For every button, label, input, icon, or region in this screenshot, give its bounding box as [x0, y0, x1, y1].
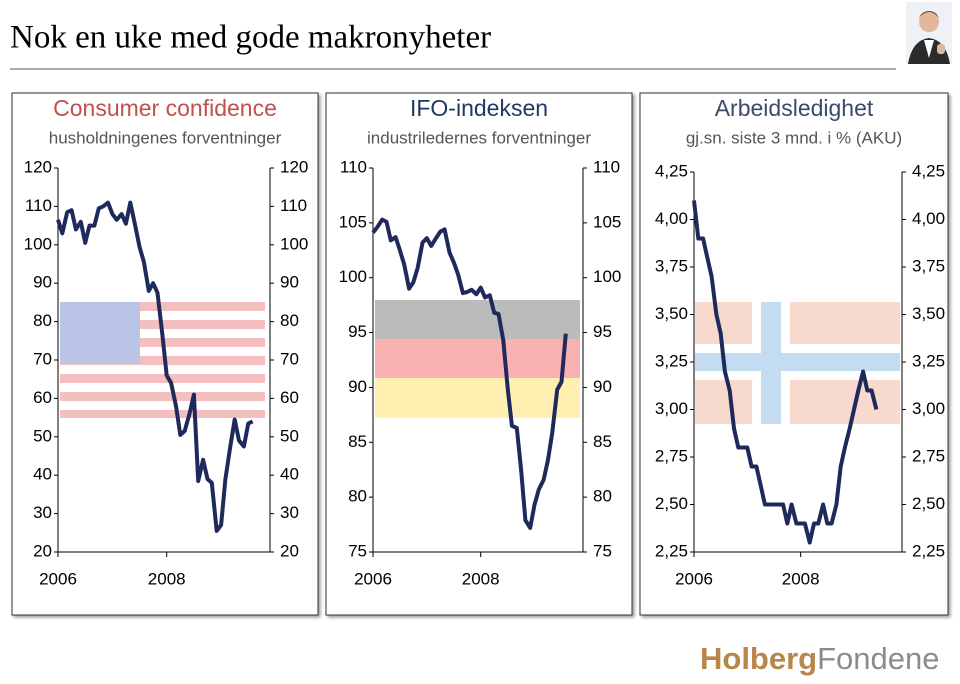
y-tick-label: 75	[348, 541, 367, 560]
y-tick-label: 50	[33, 426, 52, 445]
y-tick-label: 110	[340, 157, 367, 176]
y-tick-label: 2,25	[655, 541, 688, 560]
y-tick-label: 2,50	[655, 494, 688, 513]
y-tick-label: 3,50	[655, 304, 688, 323]
y2-tick-label: 60	[280, 388, 299, 407]
y-tick-label: 3,00	[655, 399, 688, 418]
x-tick-label: 2006	[354, 569, 392, 588]
logo-part: Holberg	[700, 641, 817, 676]
y2-tick-label: 105	[593, 212, 621, 231]
logo: HolbergFondene	[700, 641, 940, 676]
y-tick-label: 85	[348, 432, 367, 451]
y2-tick-label: 90	[593, 377, 612, 396]
y2-tick-label: 100	[593, 267, 621, 286]
x-tick-label: 2008	[782, 569, 820, 588]
chart-subtitle: industriledernes forventninger	[367, 128, 591, 147]
y2-tick-label: 50	[280, 426, 299, 445]
y2-tick-label: 30	[280, 503, 299, 522]
y2-tick-label: 2,50	[912, 494, 945, 513]
chart-subtitle: husholdningenes forventninger	[49, 128, 282, 147]
y2-tick-label: 110	[593, 157, 620, 176]
y2-tick-label: 100	[280, 234, 308, 253]
y-tick-label: 100	[339, 267, 367, 286]
y2-tick-label: 120	[280, 157, 308, 176]
y2-tick-label: 3,50	[912, 304, 945, 323]
y-tick-label: 4,25	[655, 161, 688, 180]
y-tick-label: 3,75	[655, 256, 688, 275]
portrait	[906, 2, 952, 64]
x-tick-label: 2008	[462, 569, 500, 588]
y2-tick-label: 80	[593, 487, 612, 506]
y2-tick-label: 4,00	[912, 209, 945, 228]
y2-tick-label: 3,75	[912, 256, 945, 275]
y-tick-label: 20	[33, 541, 52, 560]
y2-tick-label: 85	[593, 432, 612, 451]
slide-title: Nok en uke med gode makronyheter	[10, 20, 491, 56]
y2-tick-label: 3,25	[912, 351, 945, 370]
chart-title: Arbeidsledighet	[715, 95, 874, 121]
y2-tick-label: 110	[280, 196, 307, 215]
x-tick-label: 2006	[675, 569, 713, 588]
norwegian-flag	[695, 302, 900, 424]
y-tick-label: 110	[25, 196, 52, 215]
y-tick-label: 80	[348, 487, 367, 506]
y2-tick-label: 4,25	[912, 161, 945, 180]
y-tick-label: 100	[24, 234, 52, 253]
y-tick-label: 3,25	[655, 351, 688, 370]
y2-tick-label: 40	[280, 465, 299, 484]
chart-title: IFO-indeksen	[410, 95, 548, 121]
y2-tick-label: 80	[280, 311, 299, 330]
logo-part: Fondene	[817, 641, 939, 676]
y2-tick-label: 75	[593, 541, 612, 560]
y-tick-label: 105	[339, 212, 367, 231]
y2-tick-label: 90	[280, 273, 299, 292]
data-line	[692, 200, 879, 545]
y2-tick-label: 70	[280, 349, 299, 368]
y2-tick-label: 3,00	[912, 399, 945, 418]
x-tick-label: 2008	[148, 569, 186, 588]
y-tick-label: 70	[33, 349, 52, 368]
y-tick-label: 40	[33, 465, 52, 484]
y-tick-label: 90	[348, 377, 367, 396]
y-tick-label: 95	[348, 322, 367, 341]
y2-tick-label: 20	[280, 541, 299, 560]
y2-tick-label: 2,75	[912, 446, 945, 465]
logo-text: HolbergFondene	[700, 641, 940, 676]
y-tick-label: 80	[33, 311, 52, 330]
y-tick-label: 60	[33, 388, 52, 407]
chart-title: Consumer confidence	[53, 95, 277, 121]
chart-subtitle: gj.sn. siste 3 mnd. i % (AKU)	[686, 128, 902, 147]
y2-tick-label: 2,25	[912, 541, 945, 560]
y2-tick-label: 95	[593, 322, 612, 341]
data-line	[56, 200, 254, 533]
y-tick-label: 30	[33, 503, 52, 522]
german-flag	[375, 300, 580, 418]
y-tick-label: 2,75	[655, 446, 688, 465]
y-tick-label: 4,00	[655, 209, 688, 228]
y-tick-label: 120	[24, 157, 52, 176]
y-tick-label: 90	[33, 273, 52, 292]
data-line	[371, 217, 568, 530]
x-tick-label: 2006	[39, 569, 77, 588]
